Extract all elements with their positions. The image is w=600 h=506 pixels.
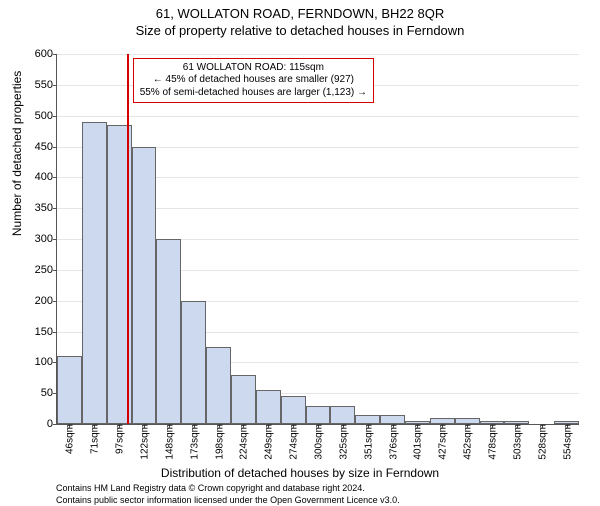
ytick-mark bbox=[53, 177, 57, 178]
xtick-label: 300sqm bbox=[312, 424, 325, 460]
xtick-label: 401sqm bbox=[411, 424, 424, 460]
xtick-label: 554sqm bbox=[560, 424, 573, 460]
histogram-bar bbox=[306, 406, 331, 425]
xtick-label: 376sqm bbox=[386, 424, 399, 460]
histogram-bar bbox=[181, 301, 206, 424]
plot-area: 05010015020025030035040045050055060046sq… bbox=[56, 54, 579, 425]
xtick-label: 97sqm bbox=[113, 424, 126, 454]
ytick-mark bbox=[53, 270, 57, 271]
xtick-label: 46sqm bbox=[63, 424, 76, 454]
attribution-line-2: Contains public sector information licen… bbox=[56, 495, 578, 506]
histogram-bar bbox=[132, 147, 157, 425]
xtick-label: 351sqm bbox=[361, 424, 374, 460]
xtick-label: 478sqm bbox=[486, 424, 499, 460]
ytick-mark bbox=[53, 239, 57, 240]
ytick-mark bbox=[53, 424, 57, 425]
ytick-mark bbox=[53, 301, 57, 302]
histogram-bar bbox=[355, 415, 380, 424]
histogram-bar bbox=[156, 239, 181, 424]
histogram-bar bbox=[330, 406, 355, 425]
annotation-box: 61 WOLLATON ROAD: 115sqm← 45% of detache… bbox=[133, 58, 374, 104]
attribution-line-1: Contains HM Land Registry data © Crown c… bbox=[56, 483, 578, 495]
ytick-mark bbox=[53, 332, 57, 333]
histogram-bar bbox=[57, 356, 82, 424]
y-axis-title: Number of detached properties bbox=[10, 71, 24, 236]
ytick-mark bbox=[53, 147, 57, 148]
histogram-bar bbox=[380, 415, 405, 424]
ytick-mark bbox=[53, 85, 57, 86]
xtick-label: 528sqm bbox=[535, 424, 548, 460]
annotation-line: ← 45% of detached houses are smaller (92… bbox=[140, 74, 367, 87]
annotation-line: 55% of semi-detached houses are larger (… bbox=[140, 87, 367, 100]
chart-title: 61, WOLLATON ROAD, FERNDOWN, BH22 8QR bbox=[0, 6, 600, 21]
xtick-label: 325sqm bbox=[336, 424, 349, 460]
xtick-label: 249sqm bbox=[262, 424, 275, 460]
gridline bbox=[57, 54, 579, 55]
attribution: Contains HM Land Registry data © Crown c… bbox=[56, 483, 578, 506]
chart-container: 61, WOLLATON ROAD, FERNDOWN, BH22 8QR Si… bbox=[0, 6, 600, 506]
histogram-bar bbox=[82, 122, 107, 424]
xtick-label: 122sqm bbox=[138, 424, 151, 460]
histogram-bar bbox=[256, 390, 281, 424]
xtick-label: 452sqm bbox=[461, 424, 474, 460]
xtick-label: 198sqm bbox=[212, 424, 225, 460]
xtick-label: 173sqm bbox=[187, 424, 200, 460]
xtick-label: 71sqm bbox=[88, 424, 101, 454]
histogram-bar bbox=[231, 375, 256, 424]
xtick-label: 274sqm bbox=[287, 424, 300, 460]
xtick-label: 224sqm bbox=[237, 424, 250, 460]
ytick-mark bbox=[53, 116, 57, 117]
histogram-bar bbox=[281, 396, 306, 424]
x-axis-title: Distribution of detached houses by size … bbox=[0, 466, 600, 480]
xtick-label: 427sqm bbox=[436, 424, 449, 460]
chart-subtitle: Size of property relative to detached ho… bbox=[0, 23, 600, 38]
histogram-bar bbox=[206, 347, 231, 424]
xtick-label: 148sqm bbox=[162, 424, 175, 460]
annotation-line: 61 WOLLATON ROAD: 115sqm bbox=[140, 62, 367, 75]
ytick-mark bbox=[53, 54, 57, 55]
marker-line bbox=[127, 54, 129, 424]
xtick-label: 503sqm bbox=[510, 424, 523, 460]
ytick-mark bbox=[53, 208, 57, 209]
gridline bbox=[57, 116, 579, 117]
